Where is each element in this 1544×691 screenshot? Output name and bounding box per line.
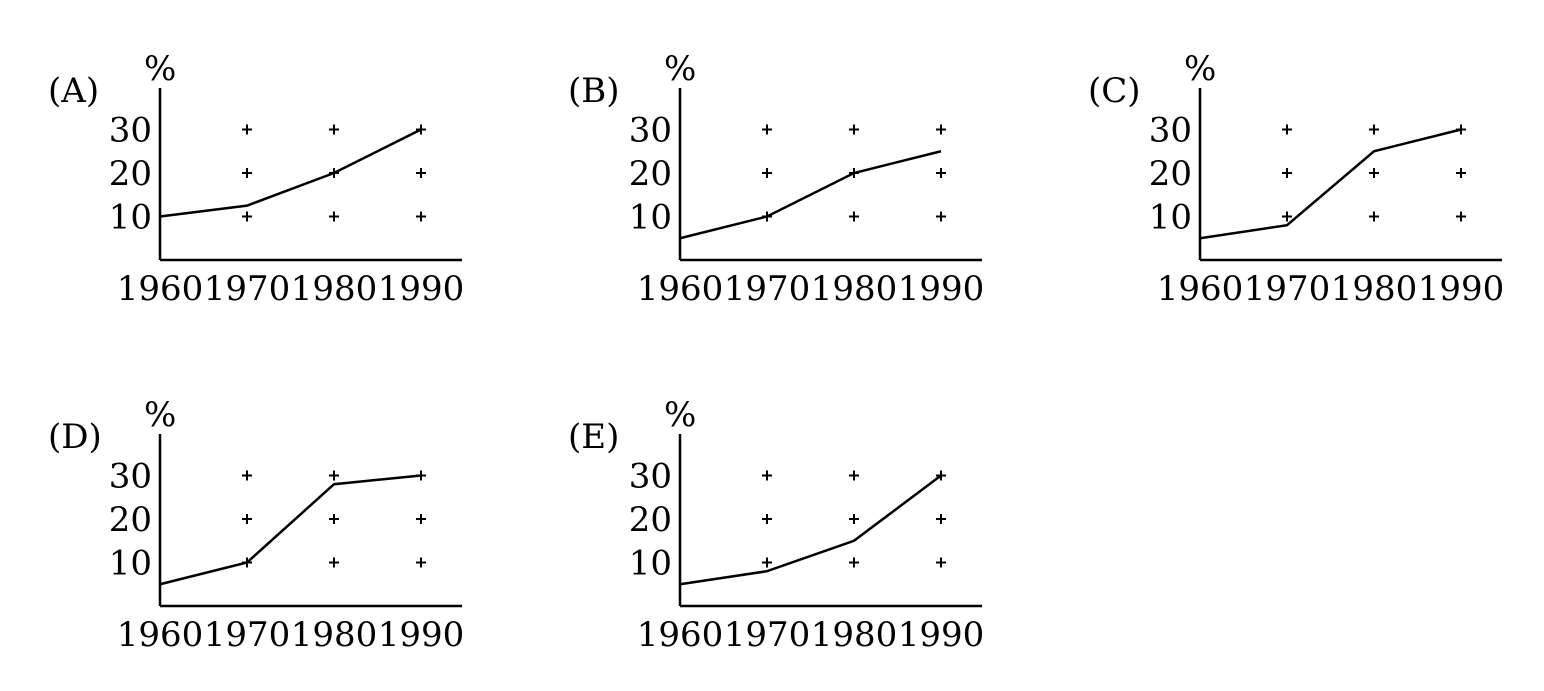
y-axis-unit-label: % [664,49,696,89]
x-tick-label: 1960 [117,269,204,309]
y-axis-unit-label: % [144,49,176,89]
grid-plus-marker [329,211,339,222]
x-tick-label: 1970 [724,615,811,655]
x-tick-label: 1980 [811,615,898,655]
x-tick-label: 1980 [291,615,378,655]
grid-plus-marker [416,557,426,568]
grid-plus-marker [849,470,859,481]
x-tick-label: 1980 [811,269,898,309]
grid-plus-marker [1456,211,1466,222]
grid-plus-marker [762,168,772,178]
panel-label: (D) [48,417,102,457]
y-axis-unit-label: % [1184,49,1216,89]
y-tick-label: 20 [109,154,152,194]
grid-plus-marker [329,557,339,568]
x-tick-label: 1980 [1331,269,1418,309]
series-line [679,474,942,586]
grid-plus-marker [1369,168,1379,178]
x-tick-label: 1960 [637,269,724,309]
y-axis-unit-label: % [144,395,176,435]
grid-plus-marker [936,514,946,524]
panel-label: (C) [1088,71,1141,111]
series-line [1199,128,1462,240]
x-tick-label: 1960 [637,615,724,655]
x-tick-label: 1970 [724,269,811,309]
grid-plus-marker [242,211,252,222]
y-tick-label: 30 [629,111,672,151]
series-line [679,150,942,240]
grid-plus-marker [936,124,946,135]
grid-plus-marker [242,168,252,178]
grid-plus-marker [242,514,252,524]
grid-plus-marker [849,124,859,135]
y-tick-label: 20 [1149,154,1192,194]
grid-plus-marker [1282,211,1292,222]
grid-plus-marker [762,470,772,481]
x-tick-label: 1980 [291,269,378,309]
y-tick-label: 10 [109,544,152,584]
x-tick-label: 1990 [1418,269,1505,309]
grid-plus-marker [936,211,946,222]
x-tick-label: 1960 [117,615,204,655]
grid-plus-marker [329,470,339,481]
y-tick-label: 10 [629,544,672,584]
grid-plus-marker [1369,211,1379,222]
grid-plus-marker [849,557,859,568]
grid-plus-marker [762,514,772,524]
x-tick-label: 1990 [898,615,985,655]
grid-plus-marker [329,514,339,524]
y-tick-label: 30 [629,457,672,497]
x-tick-label: 1990 [378,615,465,655]
grid-plus-marker [1456,168,1466,178]
y-tick-label: 20 [629,500,672,540]
grid-plus-marker [762,557,772,568]
x-tick-label: 1970 [204,269,291,309]
panel-label: (E) [568,417,619,457]
y-tick-label: 10 [109,198,152,238]
grid-plus-marker [242,470,252,481]
grid-plus-marker [1282,124,1292,135]
grid-plus-marker [1282,168,1292,178]
x-tick-label: 1970 [204,615,291,655]
grid-plus-marker [936,168,946,178]
y-tick-label: 10 [1149,198,1192,238]
grid-plus-marker [849,211,859,222]
grid-plus-marker [416,211,426,222]
y-axis-unit-label: % [664,395,696,435]
grid-plus-marker [936,557,946,568]
x-tick-label: 1990 [898,269,985,309]
y-tick-label: 20 [629,154,672,194]
x-tick-label: 1960 [1157,269,1244,309]
grid-plus-marker [416,168,426,178]
series-line [159,128,422,218]
grid-plus-marker [329,124,339,135]
grid-plus-marker [416,514,426,524]
y-tick-label: 10 [629,198,672,238]
y-tick-label: 30 [1149,111,1192,151]
x-tick-label: 1990 [378,269,465,309]
y-tick-label: 20 [109,500,152,540]
y-tick-label: 30 [109,111,152,151]
panel-label: (A) [48,71,99,111]
series-line [159,474,422,586]
x-tick-label: 1970 [1244,269,1331,309]
grid-plus-marker [762,124,772,135]
grid-plus-marker [849,514,859,524]
grid-plus-marker [1369,124,1379,135]
panel-label: (B) [568,71,620,111]
y-tick-label: 30 [109,457,152,497]
grid-plus-marker [242,124,252,135]
